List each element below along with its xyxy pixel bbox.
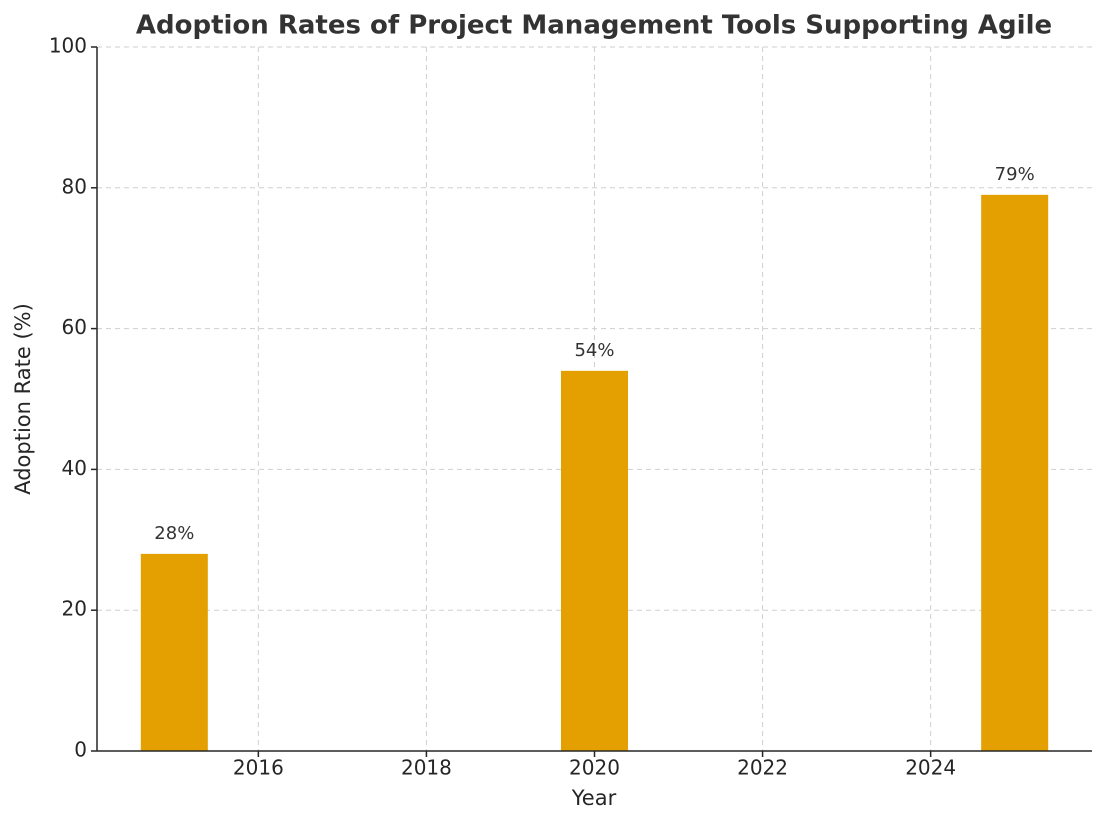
bar (981, 194, 1049, 752)
y-tick-label: 40 (62, 456, 87, 480)
y-axis-label: Adoption Rate (%) (11, 303, 35, 495)
bar (140, 553, 208, 751)
y-tick-label: 60 (62, 315, 87, 339)
x-tick-label: 2020 (569, 756, 620, 780)
data-label: 54% (574, 340, 614, 361)
data-label: 79% (995, 164, 1035, 185)
data-label: 28% (154, 523, 194, 544)
chart-title: Adoption Rates of Project Management Too… (136, 11, 1052, 41)
bar (561, 370, 628, 751)
x-tick-label: 2018 (401, 756, 452, 780)
x-tick-label: 2024 (905, 756, 956, 780)
y-tick-label: 20 (62, 597, 87, 621)
y-tick-label: 0 (74, 738, 87, 762)
y-tick-label: 80 (62, 174, 87, 198)
x-tick-label: 2022 (737, 756, 788, 780)
x-axis-label: Year (571, 786, 617, 810)
x-tick-label: 2016 (233, 756, 284, 780)
y-tick-label: 100 (49, 34, 87, 58)
